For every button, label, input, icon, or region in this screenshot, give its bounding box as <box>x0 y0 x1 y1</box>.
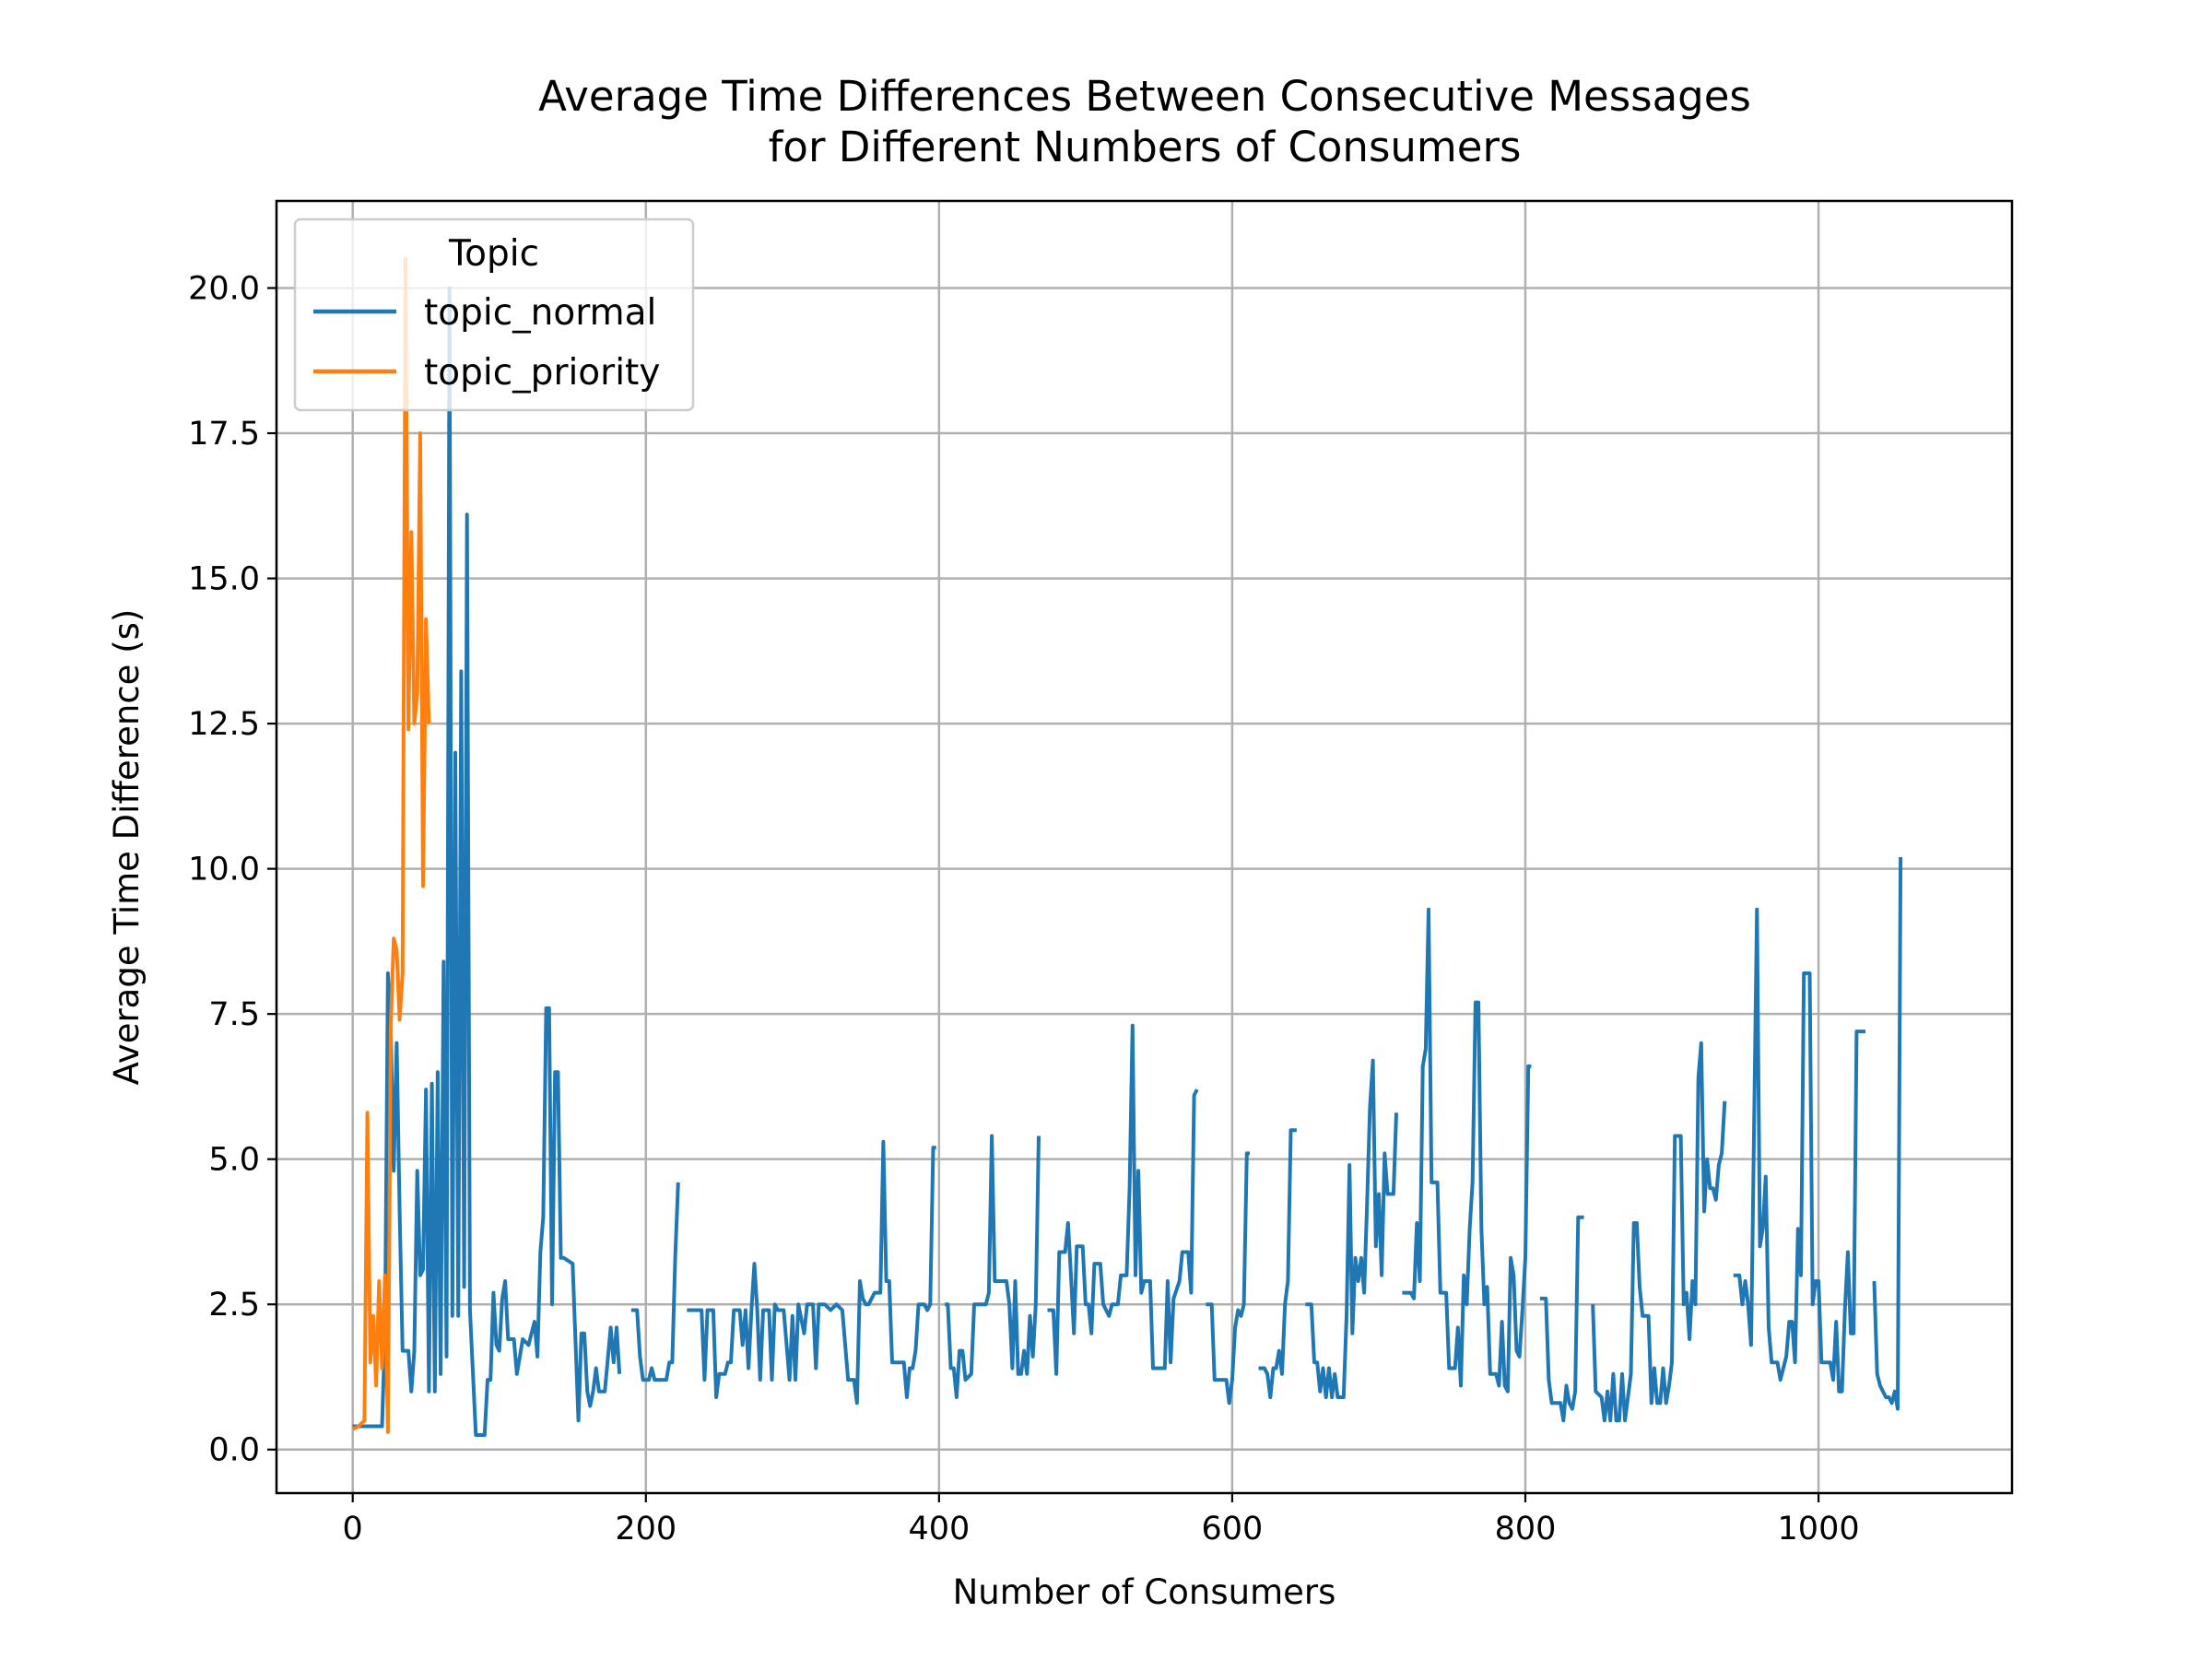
plot-area-frame <box>275 199 2014 1495</box>
y-tick-label: 0.0 <box>208 1432 260 1469</box>
series-line-topic_normal <box>352 286 1903 1437</box>
chart-title-line-1: Average Time Differences Between Consecu… <box>538 72 1751 121</box>
x-tick-label: 0 <box>343 1511 363 1547</box>
x-tick-label: 200 <box>615 1511 677 1547</box>
legend-entries: topic_normal topic_priority <box>313 292 660 394</box>
y-tick-label: 7.5 <box>208 996 260 1033</box>
x-tick-label: 600 <box>1202 1511 1264 1547</box>
legend-label-topic_normal: topic_normal <box>424 292 656 334</box>
x-tick-label: 800 <box>1495 1511 1557 1547</box>
x-tick-label: 400 <box>908 1511 970 1547</box>
x-tick-label: 1000 <box>1778 1511 1860 1547</box>
y-tick-label: 10.0 <box>188 852 260 888</box>
legend-title: Topic <box>448 233 539 275</box>
chart-title-line-2: for Different Numbers of Consumers <box>769 123 1522 171</box>
legend-frame <box>293 218 695 412</box>
grid <box>276 201 2012 1493</box>
y-tick-label: 5.0 <box>208 1142 260 1179</box>
legend-label-topic_priority: topic_priority <box>424 352 660 394</box>
chart-title: Average Time Differences Between Consecu… <box>538 72 1751 171</box>
y-tick-label: 15.0 <box>188 561 260 598</box>
series-line-topic_priority <box>351 257 431 1434</box>
y-tick-label: 2.5 <box>208 1287 260 1324</box>
plot-series <box>351 257 1903 1437</box>
y-tick-label: 12.5 <box>188 706 260 743</box>
axis-ticks: 0 200 400 600 800 1000 0.0 2.5 5.0 7.5 10.0 12.5 15.… <box>188 271 1860 1547</box>
legend: Topic topic_normal topic_priority <box>293 218 695 412</box>
y-tick-label: 17.5 <box>188 416 260 453</box>
y-axis-label: Average Time Difference (s) <box>107 609 147 1086</box>
y-tick-label: 20.0 <box>188 271 260 308</box>
x-axis-label: Number of Consumers <box>953 1572 1336 1612</box>
